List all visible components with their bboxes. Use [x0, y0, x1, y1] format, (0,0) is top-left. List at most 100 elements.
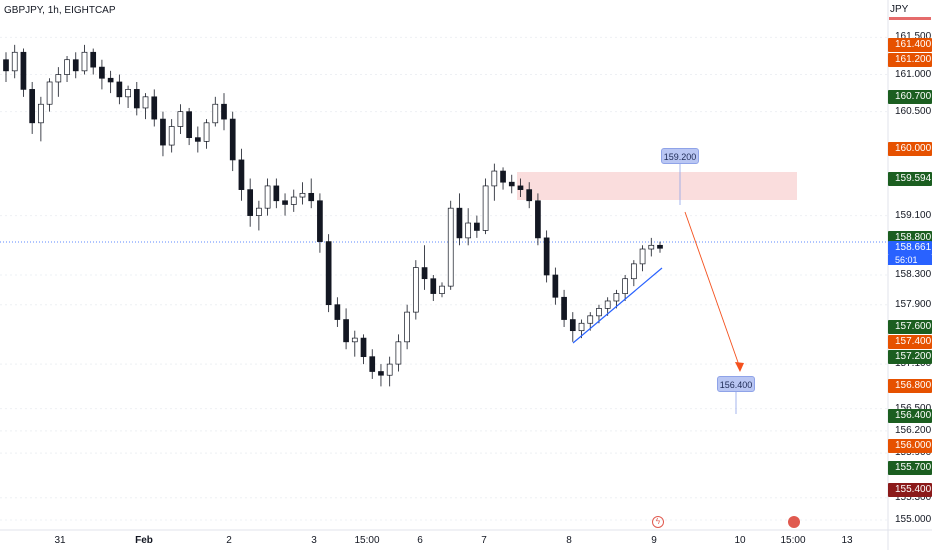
candles: [3, 44, 663, 387]
price-tick-label: 158.300: [895, 269, 932, 280]
candle-body: [552, 274, 559, 298]
candle-body: [3, 59, 9, 72]
projection-arrow-head: [735, 362, 744, 372]
candle-body: [369, 356, 376, 372]
candle-body: [474, 222, 480, 231]
candle-body: [569, 319, 576, 332]
candle-body: [482, 185, 489, 231]
candle-body: [107, 77, 114, 83]
candle-body: [334, 304, 341, 320]
price-tick-label: 156.500: [895, 403, 931, 414]
candle-body: [325, 241, 332, 306]
price-tag: 161.400: [888, 37, 932, 52]
candle-body: [535, 200, 541, 239]
candle-body: [38, 103, 44, 124]
candle-body: [430, 278, 437, 294]
time-tick-label: 8: [566, 535, 572, 546]
candle-body: [256, 207, 262, 216]
lightning-icon[interactable]: ϟ: [652, 516, 664, 528]
candle-body: [360, 337, 367, 358]
candle-body: [125, 89, 131, 98]
candle-body: [229, 118, 236, 161]
candle-body: [587, 315, 594, 324]
price-tag: 156.800: [888, 379, 932, 394]
time-tick-label: 15:00: [780, 535, 806, 546]
time-tick-label: 10: [734, 535, 746, 546]
price-tick-label: 161.500: [895, 31, 932, 43]
candle-body: [168, 126, 175, 146]
candle-body: [517, 185, 524, 190]
candle-body: [194, 137, 201, 142]
candle-body: [160, 118, 166, 146]
candle-body: [421, 267, 428, 280]
currency-label: JPY: [890, 4, 909, 15]
candle-body: [20, 51, 27, 90]
flag-icon[interactable]: [788, 516, 800, 528]
candle-body: [378, 371, 384, 376]
projection-arrow: [684, 211, 741, 369]
candle-body: [116, 81, 123, 98]
candle-body: [81, 51, 88, 72]
candle-body: [657, 244, 663, 249]
currency-indicator: [889, 17, 931, 20]
candle-body: [99, 66, 105, 79]
time-tick-label: 6: [417, 535, 423, 546]
candle-body: [238, 159, 245, 190]
time-tick-label: 13: [841, 535, 853, 546]
price-tag: 161.200: [888, 52, 932, 67]
price-tag: 156.000: [888, 438, 932, 453]
time-tick-label: 3: [311, 535, 317, 546]
price-tag: 160.000: [888, 141, 932, 156]
price-tag: 155.700: [888, 461, 932, 476]
price-tag: 157.600: [888, 319, 932, 334]
price-tick-label: 155.000: [895, 514, 932, 525]
candle-body: [613, 293, 620, 302]
candle-body: [46, 81, 53, 105]
time-tick-label: 15:00: [354, 535, 380, 546]
callout-156400: 156.400: [717, 376, 755, 392]
symbol-title: GBPJPY, 1h, EIGHTCAP: [4, 5, 116, 16]
candle-body: [133, 89, 140, 109]
candle-body: [90, 51, 97, 68]
candle-body: [351, 337, 358, 343]
grid-lines: [0, 36, 888, 521]
candle-body: [622, 278, 628, 294]
candle-body: [630, 263, 637, 280]
price-tag: 155.400: [888, 483, 932, 498]
callout-159200: 159.200: [661, 148, 699, 164]
price-tick-label: 156.200: [895, 424, 932, 436]
candle-body: [264, 185, 271, 209]
candle-body: [465, 222, 472, 239]
price-tag: 157.200: [888, 349, 932, 364]
candle-body: [11, 51, 18, 72]
candle-body: [282, 200, 288, 205]
price-tag: 158.661: [888, 241, 932, 256]
candle-body: [55, 74, 62, 83]
candle-body: [395, 341, 402, 365]
price-tick-label: 161.000: [895, 68, 932, 80]
candle-body: [526, 189, 533, 202]
candle-body: [64, 59, 70, 75]
price-tag: 156.400: [888, 409, 932, 424]
candle-body: [142, 96, 149, 109]
candle-body: [639, 248, 646, 265]
candle-body: [273, 185, 280, 202]
time-tick-label: 7: [481, 535, 487, 546]
candle-body: [491, 170, 498, 187]
candle-body: [578, 322, 585, 332]
candle-body: [604, 300, 611, 309]
time-tick-label: 9: [651, 535, 657, 546]
resistance-zone: [517, 172, 797, 200]
candle-body: [308, 192, 315, 202]
candle-body: [500, 170, 506, 183]
candle-body: [177, 111, 184, 127]
price-tag: 157.400: [888, 334, 932, 349]
candle-body: [412, 267, 419, 313]
candle-body: [561, 296, 567, 320]
candle-body: [596, 308, 602, 317]
candle-body: [203, 122, 210, 142]
candle-body: [247, 189, 254, 216]
candle-body: [386, 363, 393, 376]
countdown-label: 56:01: [888, 255, 932, 266]
